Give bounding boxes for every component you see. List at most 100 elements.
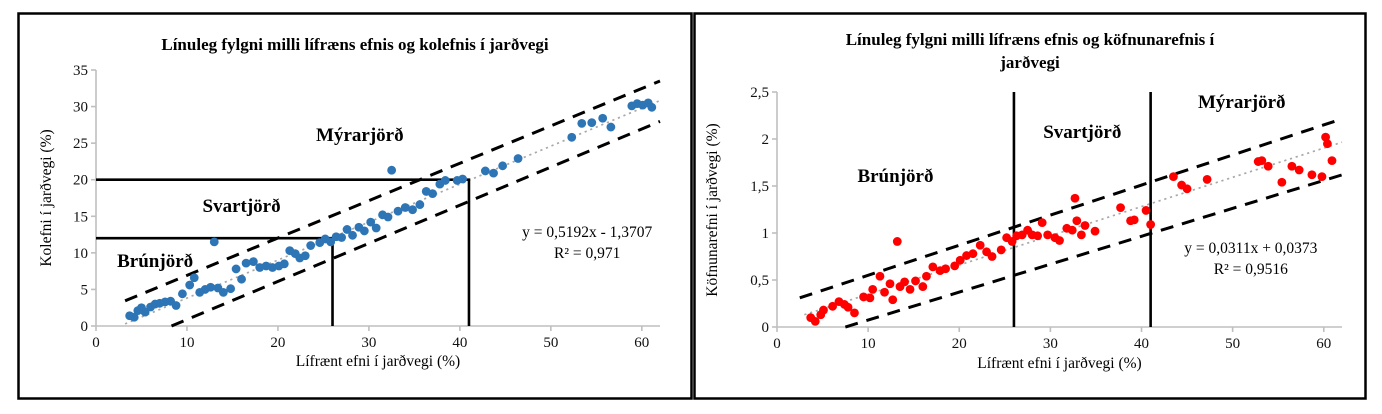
data-point [129, 312, 139, 322]
zone-boundary-line [96, 178, 471, 326]
carbon-scatter-plot: 0 10 20 30 40 50 60 0 5 10 15 20 25 30 35 [17, 12, 693, 400]
data-point [941, 264, 950, 274]
data-point [185, 280, 195, 290]
data-point [387, 165, 397, 175]
x-tick-label: 0 [92, 335, 100, 351]
data-point [1070, 193, 1080, 203]
x-tick-label: 20 [952, 336, 967, 352]
x-tick-label: 30 [1043, 336, 1058, 352]
x-tick-label: 50 [543, 335, 558, 351]
data-point [489, 168, 498, 178]
data-point [598, 113, 608, 123]
x-tick-label: 20 [270, 335, 285, 351]
data-point [1072, 216, 1082, 226]
data-point [1263, 161, 1273, 171]
data-point [400, 203, 410, 212]
data-point [810, 316, 820, 326]
x-tick-label: 60 [1316, 336, 1331, 352]
data-point [647, 102, 657, 112]
data-point [1129, 215, 1139, 225]
nitrogen-scatter-plot: 0 10 20 30 40 50 60 0 0,5 1 1,5 2 2,5 [693, 12, 1367, 400]
data-point [189, 273, 199, 283]
data-point [231, 264, 241, 274]
data-point [1169, 172, 1178, 182]
y-tick-label: 30 [73, 100, 88, 116]
data-point [498, 161, 508, 171]
data-point [1287, 161, 1297, 171]
y-tick-label: 2 [762, 132, 770, 148]
y-axis-title: Köfnunarefni í jarðvegi (%) [704, 122, 721, 297]
data-point [1317, 172, 1327, 182]
data-point [950, 261, 960, 271]
panel-border [693, 12, 1367, 400]
data-point [968, 249, 978, 259]
nitrogen-scatter-panel: 0 10 20 30 40 50 60 0 0,5 1 1,5 2 2,5 Línuleg fylgni… [693, 12, 1367, 400]
y-tick-label: 0 [762, 320, 770, 336]
zone-label-myrarjord: Mýrarjörð [1197, 92, 1286, 114]
data-point [1327, 156, 1337, 166]
data-point [1277, 177, 1287, 187]
data-point [1076, 230, 1086, 240]
data-point [241, 258, 251, 268]
data-point [1257, 156, 1267, 166]
chart-title: Línuleg fylgni milli lífræns efnis og ko… [17, 33, 693, 56]
data-point [171, 301, 181, 310]
data-point [828, 301, 837, 311]
data-point [1141, 206, 1151, 215]
zone-label-svartjord: Svartjörð [1043, 122, 1122, 144]
data-point [440, 176, 450, 185]
data-point [975, 240, 985, 250]
data-point [875, 271, 885, 281]
data-point [577, 118, 587, 128]
y-tick-label: 5 [81, 282, 89, 298]
data-point [1323, 139, 1332, 149]
y-tick-label: 20 [73, 173, 88, 189]
data-point [1033, 231, 1043, 241]
data-point [1037, 218, 1047, 228]
data-point [342, 225, 352, 234]
y-tick-label: 1,5 [750, 179, 769, 195]
data-point [567, 132, 577, 142]
data-point [928, 262, 938, 272]
y-tick-label: 10 [73, 246, 88, 262]
data-point [1043, 230, 1053, 240]
carbon-scatter-panel: 0 10 20 30 40 50 60 0 5 10 15 20 25 30 35 Línuleg fylg… [17, 12, 693, 400]
data-point [885, 279, 895, 289]
x-tick-label: 30 [361, 335, 376, 351]
data-point [850, 308, 859, 318]
data-point [248, 257, 258, 267]
zone-label-myrarjord: Mýrarjörð [316, 124, 404, 146]
data-point [209, 237, 219, 247]
data-point [218, 287, 228, 297]
data-point [888, 295, 898, 305]
y-tick-label: 1 [762, 226, 770, 242]
data-point [892, 237, 902, 246]
data-point [1067, 225, 1077, 235]
data-point [366, 217, 376, 227]
data-point [226, 284, 236, 294]
panel-border [17, 12, 693, 400]
confidence-band-line [124, 79, 661, 303]
data-point [955, 255, 965, 265]
data-point [306, 241, 316, 250]
data-point [371, 223, 381, 233]
equation-line: y = 0,0311x + 0,0373 [1184, 240, 1318, 258]
chart-title-line: jarðvegi [1000, 53, 1060, 72]
data-point [918, 282, 928, 291]
data-point [415, 200, 425, 209]
data-point [868, 285, 878, 294]
y-tick-label: 35 [73, 63, 88, 79]
data-point [1182, 184, 1192, 194]
data-point [900, 277, 909, 287]
confidence-band-line [170, 120, 661, 328]
data-point [606, 122, 616, 132]
data-point [428, 189, 437, 199]
confidence-band-line [799, 117, 1343, 300]
data-point [279, 259, 289, 269]
x-axis-title: Lífrænt efni í jarðvegi (%) [977, 355, 1142, 372]
data-point [458, 174, 467, 184]
y-tick-label: 15 [73, 209, 88, 225]
y-tick-label: 0 [81, 319, 89, 335]
data-point [819, 305, 828, 315]
